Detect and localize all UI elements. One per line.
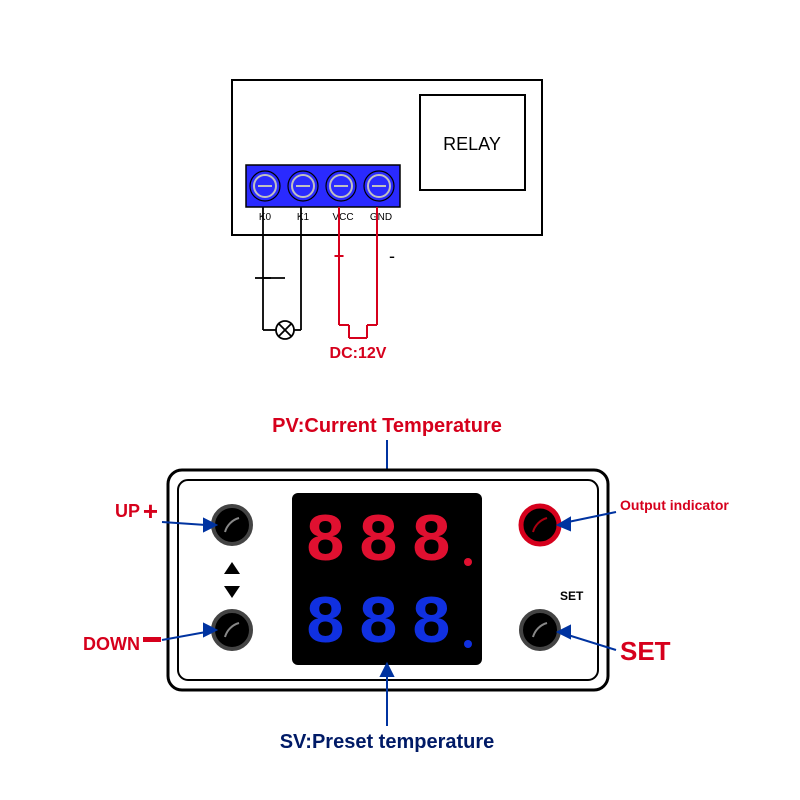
label-k0: K0 [259, 212, 272, 223]
pv-label: PV:Current Temperature [272, 415, 502, 437]
top-module: RELAY [232, 80, 542, 362]
label-gnd: GND [370, 212, 392, 223]
sv-digits: 8 8 8 [300, 582, 474, 663]
sv-d2: 8 [411, 586, 452, 663]
sv-arrow [381, 664, 393, 726]
output-label: Output indicator [620, 497, 729, 513]
pv-d2: 8 [411, 504, 452, 581]
down-label: DOWN [83, 634, 140, 654]
pv-d1: 8 [358, 504, 399, 581]
set-small-label: SET [560, 589, 584, 603]
down-button[interactable] [213, 611, 251, 649]
minus-label: - [389, 246, 395, 266]
bottom-panel: PV:Current Temperature 8 8 8 8 8 8 [83, 415, 729, 753]
up-button[interactable] [213, 506, 251, 544]
label-k1: K1 [297, 212, 310, 223]
terminal-k0 [250, 171, 280, 201]
sv-label: SV:Preset temperature [280, 731, 495, 753]
sv-d0: 8 [305, 586, 346, 663]
set-button[interactable] [521, 611, 559, 649]
dc-label: DC:12V [330, 345, 387, 362]
set-big-label: SET [620, 636, 671, 666]
pv-digits: 8 8 8 [300, 500, 474, 581]
terminal-k1 [288, 171, 318, 201]
pv-dot [464, 558, 472, 566]
diagram: RELAY [0, 0, 800, 800]
plus-icon: + [143, 496, 158, 526]
sv-d1: 8 [358, 586, 399, 663]
terminal-gnd [364, 171, 394, 201]
up-label: UP [115, 501, 140, 521]
minus-icon [143, 637, 161, 642]
output-indicator [521, 506, 559, 544]
pv-d0: 8 [305, 504, 346, 581]
terminal-vcc [326, 171, 356, 201]
relay-label: RELAY [443, 134, 501, 154]
plus-label: + [334, 246, 345, 266]
label-vcc: VCC [332, 212, 353, 223]
sv-dot [464, 640, 472, 648]
